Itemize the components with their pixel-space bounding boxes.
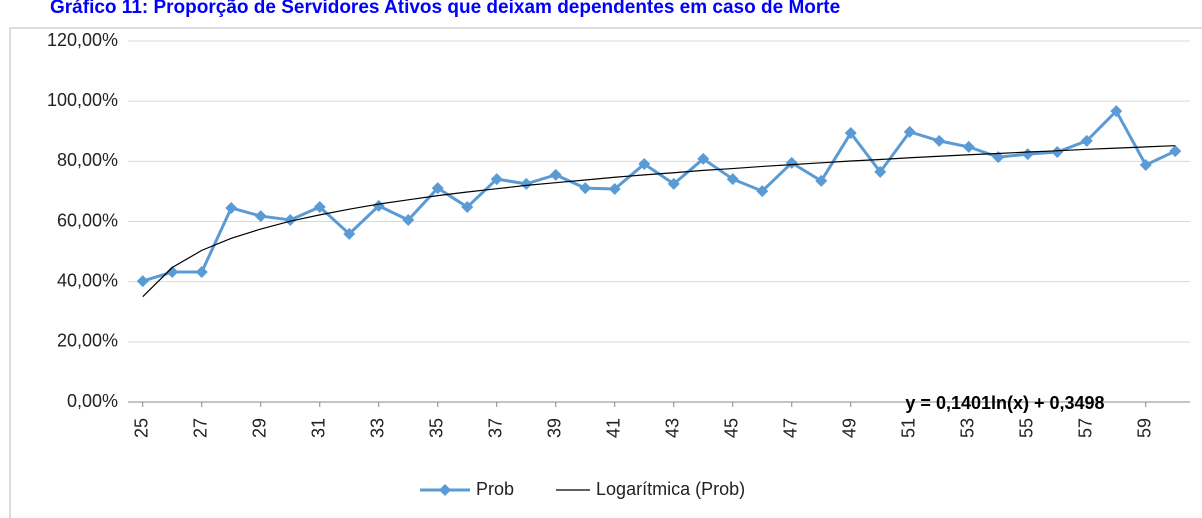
data-point xyxy=(815,174,828,187)
y-tick-label: 20,00% xyxy=(57,331,118,351)
data-point xyxy=(372,199,385,212)
data-point xyxy=(402,213,415,226)
y-tick-label: 60,00% xyxy=(57,210,118,230)
data-point xyxy=(874,165,887,178)
y-tick-label: 40,00% xyxy=(57,270,118,290)
x-tick-label: 57 xyxy=(1076,418,1096,438)
data-point xyxy=(1110,105,1123,118)
data-point xyxy=(195,266,208,279)
x-tick-label: 55 xyxy=(1017,418,1037,438)
chart-frame xyxy=(9,27,1202,518)
x-tick-label: 47 xyxy=(781,418,801,438)
x-tick-label: 41 xyxy=(604,418,624,438)
y-tick-label: 80,00% xyxy=(57,150,118,170)
legend-marker xyxy=(439,484,451,496)
x-tick-label: 59 xyxy=(1135,418,1155,438)
x-tick-label: 45 xyxy=(722,418,742,438)
x-tick-label: 51 xyxy=(899,418,919,438)
x-tick-label: 27 xyxy=(191,418,211,438)
data-point xyxy=(520,177,533,190)
data-point xyxy=(284,213,297,226)
data-point xyxy=(166,266,179,279)
data-point xyxy=(225,201,238,214)
data-point xyxy=(254,210,267,223)
data-point xyxy=(313,201,326,214)
legend-label: Prob xyxy=(476,479,514,499)
x-tick-label: 29 xyxy=(250,418,270,438)
data-point xyxy=(490,173,503,186)
x-tick-label: 53 xyxy=(958,418,978,438)
x-tick-label: 35 xyxy=(427,418,447,438)
data-point xyxy=(1021,148,1034,161)
legend-label: Logarítmica (Prob) xyxy=(596,479,745,499)
x-tick-label: 33 xyxy=(368,418,388,438)
data-point xyxy=(962,140,975,153)
data-point xyxy=(785,156,798,169)
data-point xyxy=(461,201,474,214)
trend-line xyxy=(142,145,1176,298)
x-tick-label: 43 xyxy=(663,418,683,438)
data-point xyxy=(1169,145,1182,158)
x-tick-label: 31 xyxy=(309,418,329,438)
chart-title: Gráfico 11: Proporção de Servidores Ativ… xyxy=(50,0,840,18)
x-tick-label: 49 xyxy=(840,418,860,438)
y-tick-label: 100,00% xyxy=(47,90,118,110)
data-point xyxy=(933,134,946,147)
data-point xyxy=(726,173,739,186)
data-point xyxy=(431,182,444,195)
data-point xyxy=(136,275,149,288)
data-point xyxy=(579,182,592,195)
data-point xyxy=(1139,158,1152,171)
trend-equation: y = 0,1401ln(x) + 0,3498 xyxy=(905,393,1104,413)
data-point xyxy=(638,158,651,171)
data-point xyxy=(697,152,710,165)
x-tick-label: 39 xyxy=(545,418,565,438)
data-point xyxy=(343,227,356,240)
data-point xyxy=(608,183,621,196)
data-point xyxy=(667,177,680,190)
y-tick-label: 120,00% xyxy=(47,30,118,50)
y-tick-label: 0,00% xyxy=(67,391,118,411)
x-tick-label: 37 xyxy=(486,418,506,438)
data-point xyxy=(549,168,562,181)
data-point xyxy=(844,127,857,140)
x-tick-label: 25 xyxy=(132,418,152,438)
data-point xyxy=(903,125,916,138)
data-point xyxy=(1080,134,1093,147)
data-point xyxy=(756,185,769,198)
data-point xyxy=(1051,146,1064,159)
